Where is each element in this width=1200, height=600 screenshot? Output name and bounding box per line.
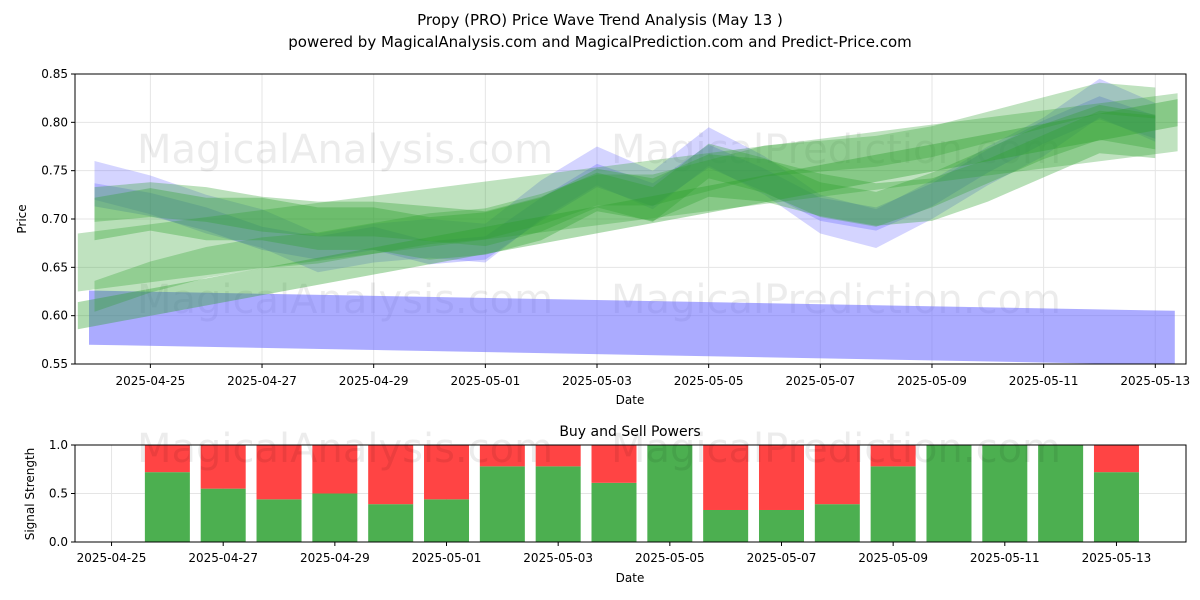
buy-power-bar	[535, 466, 581, 542]
sell-power-bar	[479, 445, 525, 467]
blue-price-band	[94, 78, 1156, 273]
buy-power-bar	[312, 493, 358, 542]
sell-power-bar	[535, 445, 581, 467]
chart-subtitle: powered by MagicalAnalysis.com and Magic…	[288, 33, 912, 51]
price-y-tick-label: 0.55	[41, 357, 68, 371]
price-y-tick-label: 0.60	[41, 309, 68, 323]
buy-power-bar	[368, 504, 414, 542]
power-y-ticks: 0.0 0.5 1.0	[49, 438, 75, 549]
buy-power-bar	[424, 499, 470, 542]
price-x-tick-label: 2025-05-03	[562, 374, 632, 388]
price-x-tick-label: 2025-05-01	[450, 374, 520, 388]
power-y-axis-label: Signal Strength	[23, 448, 37, 541]
green-price-band	[77, 99, 1178, 330]
sell-power-bar	[870, 445, 916, 467]
sell-power-bar	[814, 445, 860, 505]
buy-power-bar	[591, 482, 637, 542]
sell-power-bar	[312, 445, 358, 494]
price-x-tick-label: 2025-04-29	[339, 374, 409, 388]
buy-power-bar	[982, 445, 1028, 542]
buy-power-bar	[758, 509, 804, 542]
power-chart-title: Buy and Sell Powers	[559, 424, 700, 440]
buy-power-bar	[703, 509, 749, 542]
price-y-tick-label: 0.70	[41, 212, 68, 226]
price-y-tick-label: 0.85	[41, 67, 68, 81]
green-price-band	[94, 82, 1156, 312]
power-y-tick-label: 0.0	[49, 535, 68, 549]
price-x-tick-label: 2025-05-07	[785, 374, 855, 388]
price-y-tick-label: 0.75	[41, 164, 68, 178]
power-x-tick-label: 2025-04-25	[77, 551, 147, 565]
buy-power-bar	[647, 445, 693, 542]
power-x-tick-label: 2025-05-11	[970, 551, 1040, 565]
price-x-axis-label: Date	[616, 393, 645, 407]
power-x-ticks: 2025-04-25 2025-04-27 2025-04-29 2025-05-01…	[77, 542, 1152, 565]
power-x-tick-label: 2025-05-07	[747, 551, 817, 565]
power-x-tick-label: 2025-04-27	[188, 551, 258, 565]
price-x-ticks: 2025-04-25 2025-04-27 2025-04-29 2025-05-01…	[115, 364, 1190, 388]
power-panel: Buy and Sell Powers MagicalAnalysis.com …	[23, 424, 1187, 585]
sell-power-bar	[1093, 445, 1139, 473]
buy-power-bar	[814, 504, 860, 542]
blue-price-band	[89, 290, 1175, 364]
power-x-tick-label: 2025-05-03	[523, 551, 593, 565]
sell-power-bar	[200, 445, 246, 489]
sell-power-bar	[424, 445, 470, 500]
watermark-analysis: MagicalAnalysis.com	[137, 127, 553, 173]
price-y-axis-label: Price	[15, 204, 29, 233]
watermark-analysis-3: MagicalAnalysis.com	[137, 426, 553, 472]
green-price-band	[77, 93, 1178, 292]
buy-power-bar	[479, 466, 525, 542]
chart-title: Propy (PRO) Price Wave Trend Analysis (M…	[417, 11, 783, 29]
price-x-tick-label: 2025-04-25	[115, 374, 185, 388]
price-x-tick-label: 2025-05-11	[1009, 374, 1079, 388]
sell-power-bar	[368, 445, 414, 505]
buy-power-bar	[926, 445, 972, 542]
price-x-tick-label: 2025-05-13	[1120, 374, 1190, 388]
buy-power-bar	[870, 466, 916, 542]
sell-power-bar	[758, 445, 804, 510]
watermark-prediction: MagicalPrediction.com	[611, 127, 1061, 173]
price-panel: MagicalAnalysis.com MagicalPrediction.co…	[15, 67, 1190, 407]
power-bars	[144, 445, 1139, 542]
power-x-tick-label: 2025-05-05	[635, 551, 705, 565]
power-x-tick-label: 2025-05-01	[412, 551, 482, 565]
sell-power-bar	[256, 445, 302, 500]
power-x-tick-label: 2025-05-09	[858, 551, 928, 565]
buy-power-bar	[1038, 445, 1084, 542]
sell-power-bar	[703, 445, 749, 510]
buy-power-bar	[200, 488, 246, 542]
green-price-band	[94, 104, 1156, 247]
power-y-tick-label: 0.5	[49, 487, 68, 501]
green-price-band	[94, 110, 1156, 260]
power-watermarks: MagicalAnalysis.com MagicalPrediction.co…	[137, 426, 1061, 472]
sell-power-bar	[144, 445, 190, 473]
buy-power-bar	[144, 472, 190, 542]
sell-power-bar	[591, 445, 637, 483]
power-x-axis-label: Date	[616, 571, 645, 585]
price-x-tick-label: 2025-04-27	[227, 374, 297, 388]
price-y-tick-label: 0.80	[41, 115, 68, 129]
price-y-tick-label: 0.65	[41, 260, 68, 274]
price-bands	[77, 78, 1178, 364]
watermark-prediction-3: MagicalPrediction.com	[611, 426, 1061, 472]
power-y-tick-label: 1.0	[49, 438, 68, 452]
price-x-tick-label: 2025-05-09	[897, 374, 967, 388]
buy-power-bar	[1093, 472, 1139, 542]
power-x-tick-label: 2025-05-13	[1082, 551, 1152, 565]
buy-power-bar	[256, 499, 302, 542]
blue-price-band	[94, 96, 1156, 265]
power-x-tick-label: 2025-04-29	[300, 551, 370, 565]
price-x-tick-label: 2025-05-05	[674, 374, 744, 388]
price-y-ticks: 0.55 0.60 0.65 0.70 0.75 0.80 0.85	[41, 67, 75, 371]
